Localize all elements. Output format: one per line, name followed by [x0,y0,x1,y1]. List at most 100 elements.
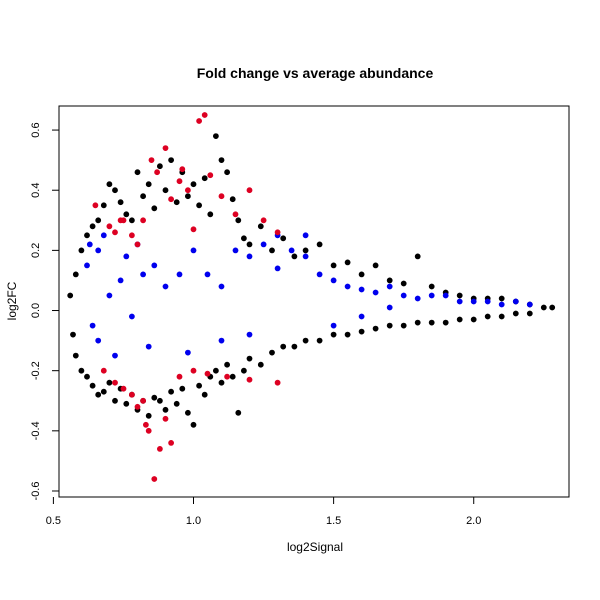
data-point [372,325,379,332]
data-point [235,217,242,224]
data-point [128,391,135,398]
data-point [218,283,225,290]
data-point [156,163,163,170]
data-point [72,352,79,359]
data-point [162,415,169,422]
data-point [414,295,421,302]
data-point [456,292,463,299]
data-point [204,370,211,377]
data-point [484,313,491,320]
data-point [123,400,130,407]
data-point [358,328,365,335]
data-point [512,298,519,305]
data-point [67,292,74,299]
data-point [372,289,379,296]
data-point [176,271,183,278]
data-point [162,406,169,413]
data-point [224,169,230,176]
data-point [540,304,547,311]
y-tick-label: -0.2 [30,361,42,380]
data-point [184,187,191,194]
data-point [442,292,449,299]
data-point [246,187,253,194]
data-point [470,298,477,305]
data-point [140,397,146,404]
data-point [428,283,435,290]
data-point [84,373,90,380]
data-point [207,172,214,179]
data-point [414,319,421,326]
data-point [291,253,298,260]
data-point [400,292,407,299]
data-point [140,217,146,224]
data-point [358,271,365,278]
data-point [156,397,163,404]
data-point [274,265,281,272]
data-point [140,193,146,200]
data-point [142,421,149,428]
data-point [176,178,183,185]
data-point [207,211,214,218]
data-point [498,301,505,308]
data-point [246,331,253,338]
data-point [151,476,158,482]
data-point [274,379,281,386]
data-point [106,181,113,188]
points-layer [67,112,556,482]
data-point [358,313,365,320]
data-point [145,427,152,434]
data-point [112,379,118,386]
y-tick-label: -0.6 [30,482,42,501]
data-point [400,280,407,287]
data-point [257,361,264,368]
data-point [302,337,309,344]
data-point [235,409,242,416]
data-point [100,388,107,395]
data-point [280,343,287,350]
data-point [302,232,309,239]
data-point [117,199,124,206]
data-point [190,181,197,188]
x-axis: 0.5 1.0 1.5 2.0 [46,497,481,527]
y-axis-label: log2FC [5,281,19,320]
data-point [95,337,102,344]
data-point [484,298,491,305]
y-tick-label: 0.0 [30,303,42,318]
data-point [212,133,219,139]
data-point [526,301,533,308]
data-point [260,241,267,248]
data-point [246,376,253,383]
data-point [112,397,118,404]
data-point [145,343,152,350]
data-point [229,196,236,203]
data-point [184,349,191,356]
data-point [260,217,267,224]
data-point [280,235,287,242]
data-point [344,259,351,266]
data-point [428,292,435,299]
data-point [344,283,351,290]
data-point [498,313,505,320]
data-point [112,187,118,194]
data-point [190,247,197,254]
data-point [302,247,309,254]
data-point [246,241,253,248]
data-point [456,298,463,305]
data-point [269,349,275,356]
data-point [330,262,337,269]
data-point [89,223,96,230]
data-point [400,322,407,329]
data-point [168,157,174,163]
data-point [106,223,113,230]
data-point [100,367,107,374]
data-point [190,226,197,233]
data-point [190,421,197,428]
data-point [302,253,309,260]
data-point [95,217,102,224]
data-point [316,337,323,344]
data-point [154,169,160,176]
data-point [162,145,169,151]
data-point [386,322,393,329]
data-point [330,277,337,284]
x-axis-label: log2Signal [287,540,343,554]
